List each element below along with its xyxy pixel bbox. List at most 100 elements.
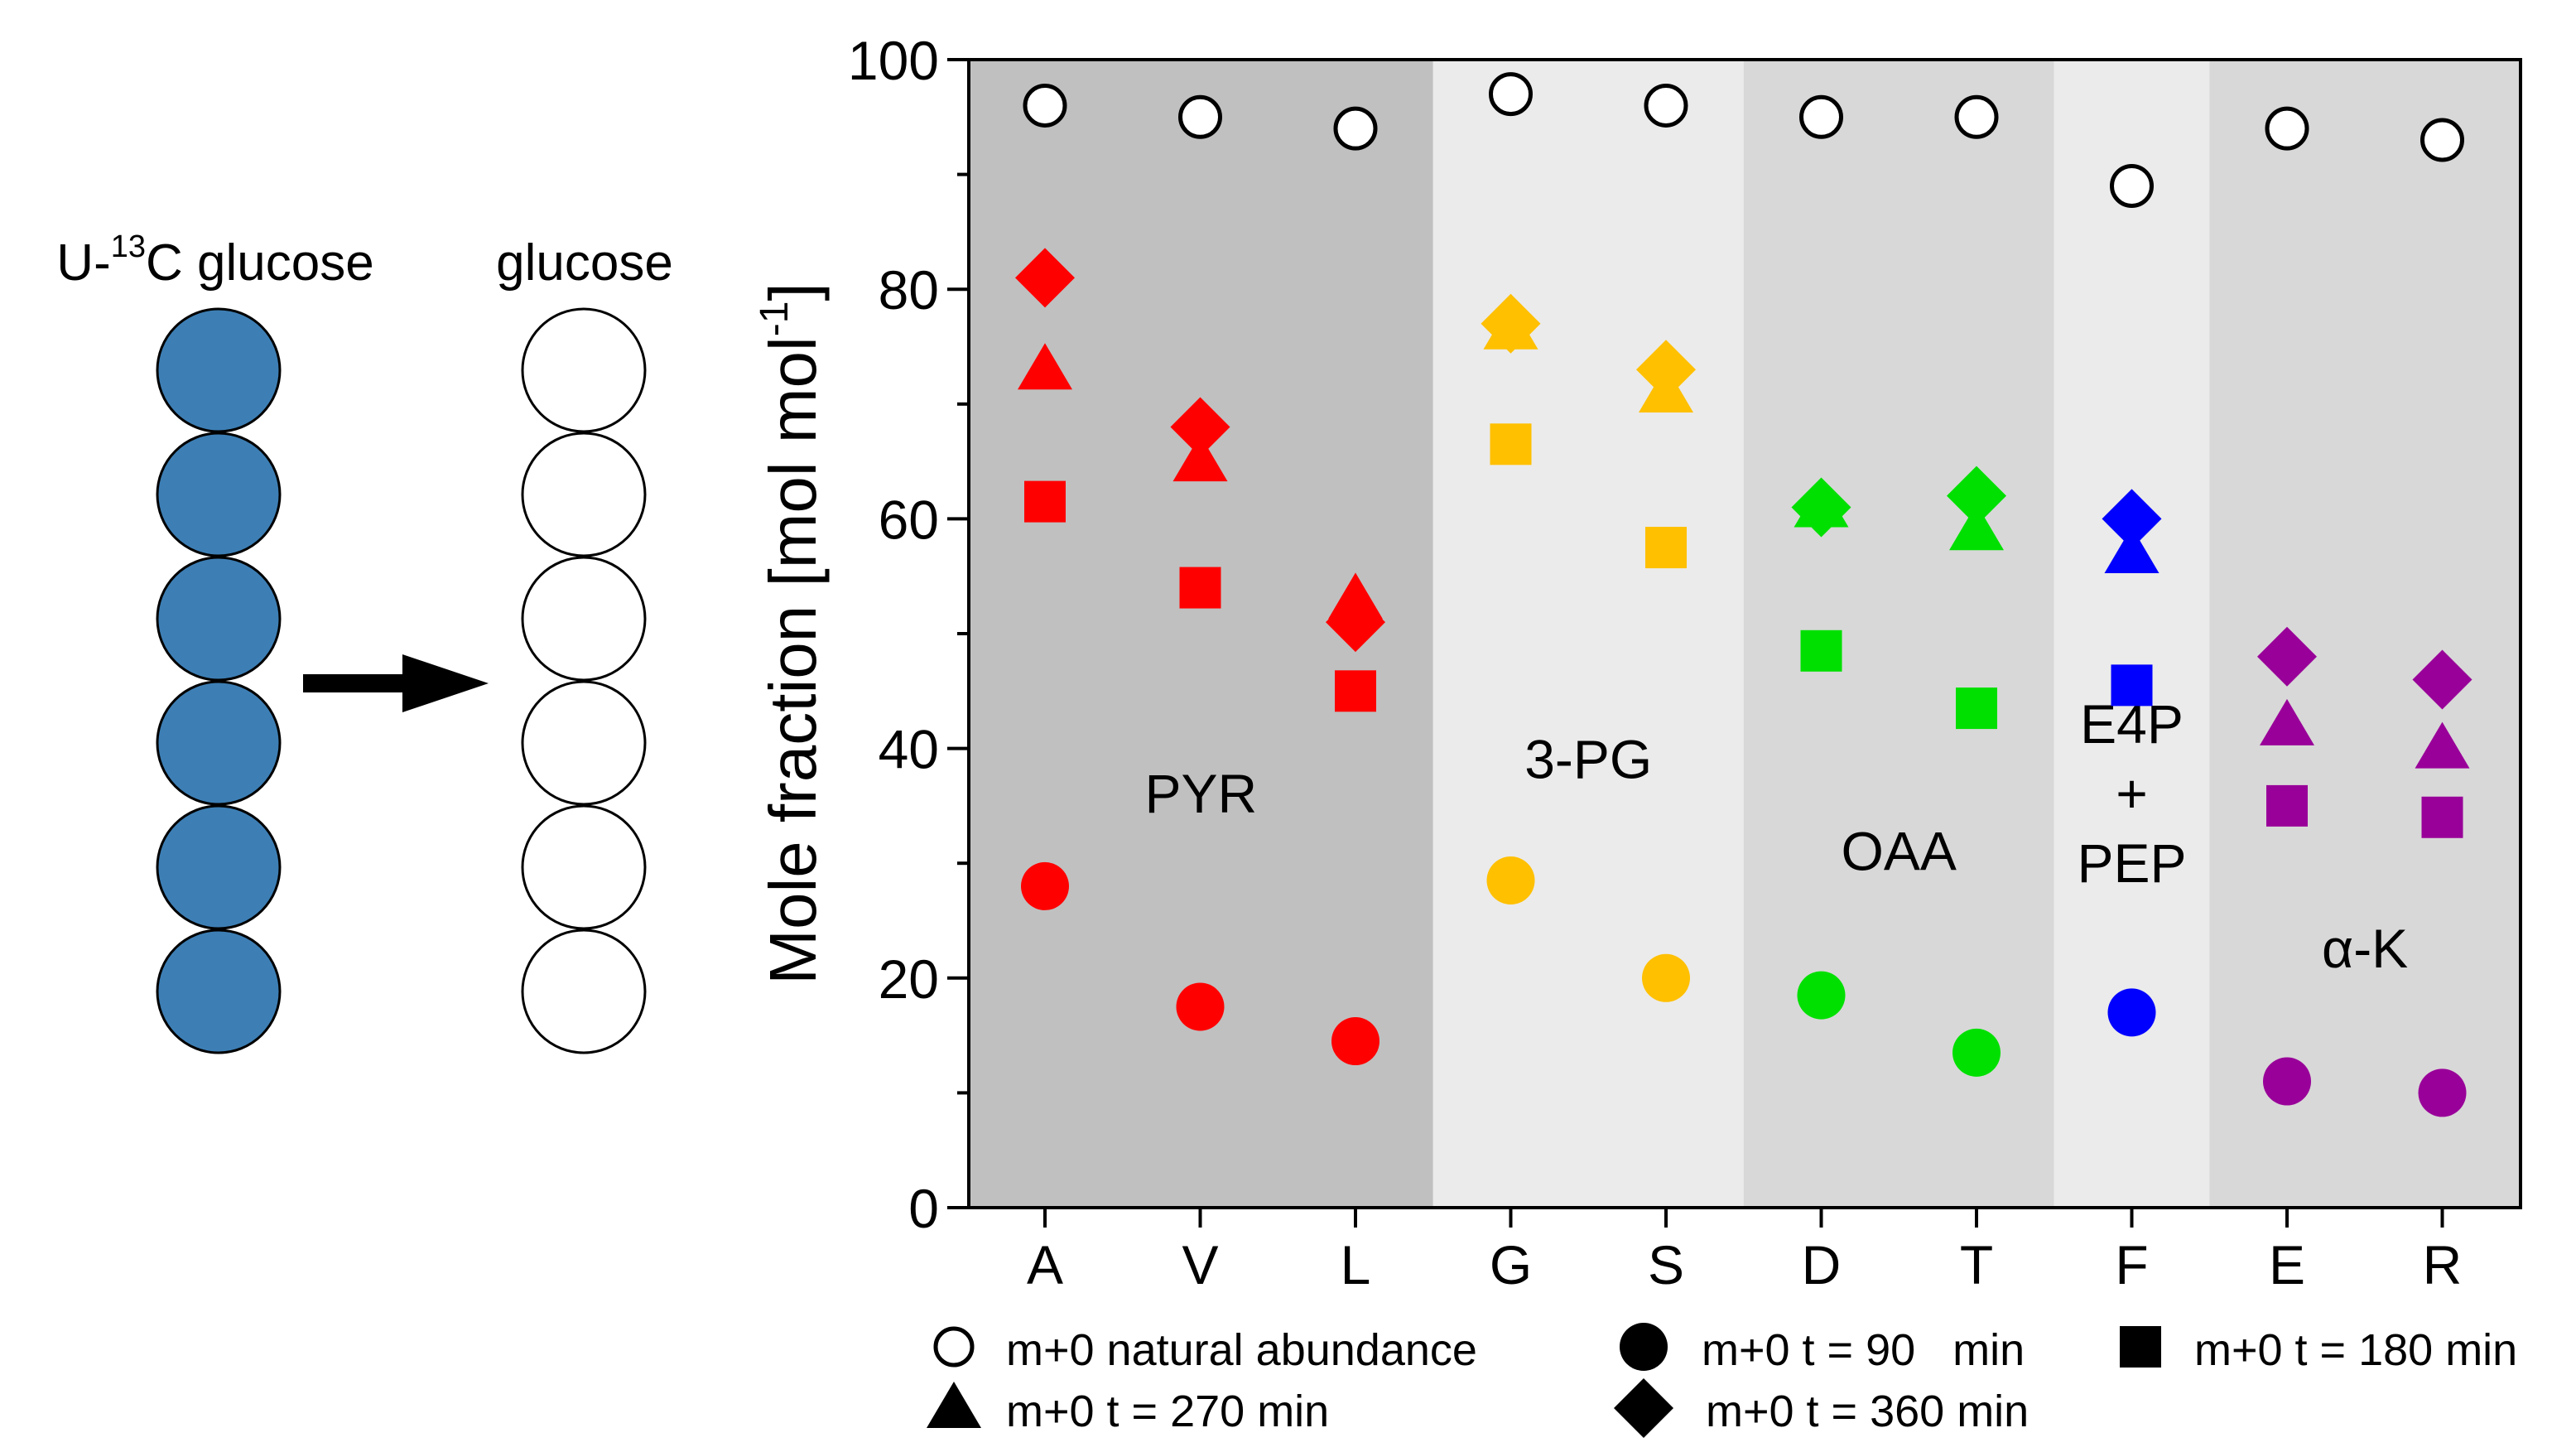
x-tick-label: R [2423,1234,2463,1295]
data-point-open-circle [1954,94,1999,139]
labeled-glucose-carbons [156,307,282,1054]
pathway-band [1743,60,2054,1208]
data-point-open-circle [1178,94,1222,139]
labeled-carbon-circle [156,804,282,930]
data-point-circle [1021,861,1069,910]
legend-entry: m+0 t = 180 min [2120,1325,2517,1375]
data-point-open-circle [1333,106,1378,151]
legend-entry: m+0 t = 270 min [927,1382,1329,1436]
data-point-square [2421,796,2463,838]
pathway-label: + [2116,763,2148,824]
data-point-circle [1331,1017,1379,1066]
data-point-diamond [2412,649,2472,710]
data-point-square [2266,784,2308,827]
data-point-triangle [1949,504,2004,551]
data-point-diamond [2102,489,2162,549]
data-point-square [1956,687,1997,730]
data-point-open-circle [1489,72,1533,117]
x-tick-label: A [1027,1234,1063,1295]
data-point-circle [1642,953,1690,1002]
data-point-circle [1176,982,1225,1031]
data-point-open-circle [1023,83,1067,128]
y-axis-label-close: ] [756,282,830,301]
data-point-open-circle [2265,106,2309,151]
u13c-prefix: U- [56,234,110,292]
legend-marker-circle [1620,1323,1668,1371]
pathway-band [2209,60,2521,1208]
labeled-carbon-circle [156,680,282,806]
glucose-label: glucose [496,234,673,292]
pathway-band [1432,60,1744,1208]
data-point-square [1335,670,1376,712]
unlabeled-glucose-carbons [521,307,647,1054]
y-tick-label: 100 [848,30,939,91]
pathway-label: α-K [2322,918,2408,979]
x-tick-label: E [2269,1234,2305,1295]
data-point-square [1179,567,1221,609]
data-point-open-circle [2420,118,2464,162]
data-point-triangle [2415,721,2470,769]
legend-marker-triangle [927,1382,981,1428]
legend-entry: m+0 t = 360 min [1614,1378,2029,1438]
data-point-square [2111,664,2153,707]
data-point-open-circle [1799,94,1843,139]
x-tick-label: G [1490,1234,1532,1295]
legend: m+0 natural abundance m+0 t = 90 min m+0 t… [927,1323,2517,1438]
y-axis: 0 20 40 60 80 100 [848,30,969,1239]
pathway-label: OAA [1842,820,1957,881]
data-point-square [1024,480,1066,523]
data-point-circle [2418,1068,2467,1117]
data-point-open-circle [2110,163,2154,208]
data-point-triangle [2104,526,2160,573]
x-tick-label: V [1182,1234,1218,1295]
data-point-diamond [1636,340,1696,400]
data-points [1015,72,2472,1117]
data-point-diamond [1170,397,1230,457]
data-point-diamond [1326,592,1385,653]
y-tick-label: 20 [879,948,939,1010]
x-tick-label: D [1802,1234,1842,1295]
pathway-label: PEP [2077,832,2186,894]
arrow-icon [303,654,489,712]
data-point-diamond [2257,626,2317,687]
x-tick-label: L [1341,1234,1371,1295]
pathway-label: 3-PG [1524,728,1652,789]
data-point-open-circle [1644,83,1688,128]
x-tick-label: T [1960,1234,1993,1295]
pathway-bands [969,60,2521,1208]
labeled-carbon-circle [156,432,282,557]
x-tick-label: S [1648,1234,1684,1295]
data-point-diamond [1791,477,1851,538]
y-tick-label: 80 [879,259,939,321]
u13c-suffix: C glucose [146,234,374,292]
data-point-triangle [2260,698,2314,745]
data-point-circle [2263,1057,2311,1106]
legend-label: m+0 t = 180 min [2194,1325,2517,1375]
data-point-circle [1952,1028,2001,1077]
legend-label: m+0 t = 360 min [1706,1387,2029,1436]
legend-marker-open-circle [933,1326,975,1368]
unlabeled-carbon-circle [521,556,647,682]
data-point-square [1645,527,1687,569]
legend-entry: m+0 natural abundance [933,1325,1477,1375]
unlabeled-carbon-circle [521,307,647,433]
data-point-circle [1797,971,1846,1020]
unlabeled-carbon-circle [521,929,647,1054]
y-tick-label: 0 [908,1178,939,1239]
x-tick-label: F [2115,1234,2148,1295]
y-tick-label: 60 [879,489,939,550]
labeled-carbon-circle [156,556,282,682]
unlabeled-carbon-circle [521,432,647,557]
pathway-label: PYR [1145,763,1258,824]
y-axis-label-superscript: -1 [753,301,797,337]
u13c-superscript: 13 [111,229,146,264]
y-axis-label-main: Mole fraction [mol mol [756,336,830,984]
y-tick-label: 40 [879,719,939,780]
labeled-carbon-circle [156,929,282,1054]
unlabeled-carbon-circle [521,680,647,806]
data-point-diamond [1481,293,1541,354]
unlabeled-carbon-circle [521,804,647,930]
